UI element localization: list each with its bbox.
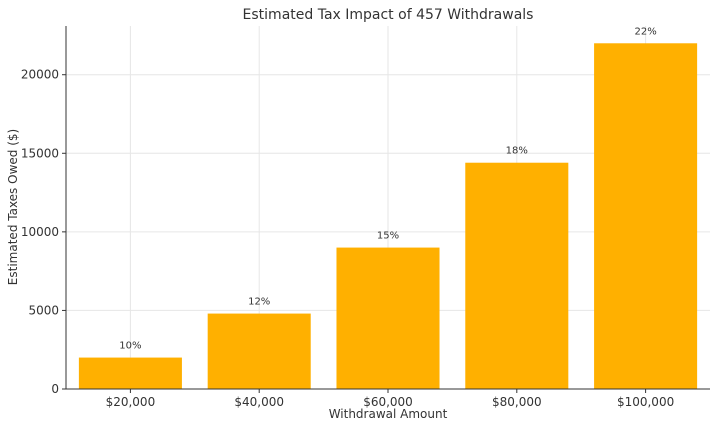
bars: 10% 12% 15% 18% 22% xyxy=(78,26,698,390)
bar xyxy=(78,357,182,389)
bar-label: 22% xyxy=(634,26,656,37)
x-tick-label: $20,000 xyxy=(106,395,156,409)
bar xyxy=(594,43,698,390)
x-tick-label: $100,000 xyxy=(617,395,674,409)
chart-title: Estimated Tax Impact of 457 Withdrawals xyxy=(243,7,534,23)
bar-label: 15% xyxy=(377,231,399,242)
x-tick-label: $80,000 xyxy=(492,395,542,409)
y-tick-label: 5000 xyxy=(28,303,59,317)
y-tick-label: 0 xyxy=(51,382,59,396)
axes: 0 5000 10000 15000 20000 $20,000 $40,000 $60,00… xyxy=(21,26,710,409)
bar-label: 12% xyxy=(248,297,270,308)
y-tick-label: 10000 xyxy=(21,225,59,239)
x-axis-label: Withdrawal Amount xyxy=(329,407,448,421)
bar xyxy=(207,313,311,389)
y-tick-label: 15000 xyxy=(21,146,59,160)
y-tick-label: 20000 xyxy=(21,68,59,82)
y-axis-label: Estimated Taxes Owed ($) xyxy=(6,129,20,285)
bar-label: 10% xyxy=(119,341,141,352)
bar xyxy=(336,247,440,389)
bar-label: 18% xyxy=(506,146,528,157)
bar xyxy=(465,162,569,389)
x-tick-label: $40,000 xyxy=(234,395,284,409)
x-tick-label: $60,000 xyxy=(363,395,413,409)
